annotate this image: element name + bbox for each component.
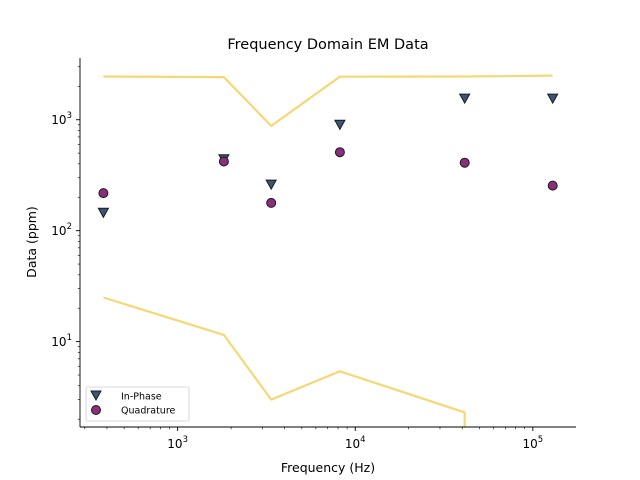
legend: In-Phase Quadrature — [85, 386, 190, 422]
quadrature-point — [266, 197, 277, 208]
legend-label-in-phase: In-Phase — [121, 392, 162, 403]
plot-area — [97, 74, 559, 427]
in-phase-point — [265, 179, 278, 191]
legend-marker-in-phase — [90, 390, 102, 402]
quadrature-point — [547, 180, 558, 191]
x-tick-label: 105 — [522, 435, 543, 451]
in-phase-point — [334, 119, 346, 131]
envelope-lower-line — [103, 296, 466, 427]
x-tick-label: 103 — [167, 435, 188, 451]
envelope-upper-line — [103, 74, 553, 128]
legend-label-quadrature: Quadrature — [121, 406, 176, 417]
quadrature-point — [334, 147, 345, 158]
quadrature-point — [218, 156, 229, 167]
y-tick-label: 103 — [51, 111, 72, 127]
legend-box — [85, 386, 190, 422]
in-phase-point — [97, 207, 110, 219]
x-tick-label: 104 — [345, 435, 366, 451]
in-phase-point — [546, 93, 559, 105]
quadrature-point — [459, 157, 470, 168]
x-axis-label: Frequency (Hz) — [281, 460, 375, 475]
chart-title: Frequency Domain EM Data — [227, 37, 428, 53]
in-phase-point — [458, 93, 471, 105]
quadrature-point — [98, 188, 109, 199]
legend-marker-quadrature — [91, 405, 101, 415]
y-tick-label: 102 — [51, 222, 72, 238]
y-axis-label: Data (ppm) — [24, 206, 39, 278]
y-tick-label: 101 — [51, 333, 72, 349]
